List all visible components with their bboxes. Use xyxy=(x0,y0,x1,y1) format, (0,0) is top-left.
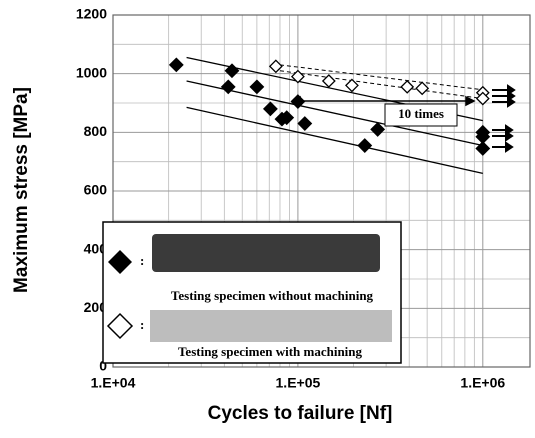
y-tick-label: 0 xyxy=(99,358,107,374)
fit-line xyxy=(186,80,483,147)
runout-arrows xyxy=(492,84,516,153)
data-point xyxy=(224,63,240,79)
annotation-box xyxy=(384,103,458,127)
data-point xyxy=(290,69,305,84)
legend-separator: : xyxy=(140,317,144,332)
y-tick-label: 800 xyxy=(84,123,108,139)
legend: : Testing specimen without machining : T… xyxy=(102,221,402,364)
fit-line xyxy=(279,64,483,91)
specimen-image xyxy=(152,234,380,272)
legend-separator: : xyxy=(140,253,144,268)
y-tick-label: 200 xyxy=(84,299,108,315)
legend-label: Testing specimen with machining xyxy=(178,344,363,359)
y-axis-title: Maximum stress [MPa] xyxy=(11,87,32,293)
data-point xyxy=(268,59,283,74)
data-point xyxy=(220,79,236,95)
specimen-image xyxy=(150,310,392,342)
data-point xyxy=(415,81,430,96)
fit-line xyxy=(279,70,483,100)
y-tick-label: 1200 xyxy=(76,6,107,22)
legend-marker xyxy=(106,312,134,340)
data-point xyxy=(475,141,491,156)
annotation-arrow xyxy=(291,95,476,107)
decorations: 10 times xyxy=(291,84,516,153)
x-tick-label: 1.E+05 xyxy=(276,375,321,391)
data-point xyxy=(297,116,313,131)
data-point xyxy=(262,101,278,117)
data-point xyxy=(345,78,359,93)
annotation: 10 times xyxy=(398,106,444,121)
data-point xyxy=(400,79,415,94)
x-tick-label: 1.E+04 xyxy=(91,375,136,391)
grid: 0 200 400 600 800 1000 1200 1.E+04 1.E+05 1.E+06 xyxy=(76,6,531,391)
y-tick-label: 1000 xyxy=(76,64,107,80)
legend-marker xyxy=(108,250,132,274)
fit-line xyxy=(186,106,483,175)
data-point xyxy=(475,91,490,106)
data-point xyxy=(370,121,386,137)
x-tick-label: 1.E+06 xyxy=(460,375,505,391)
y-tick-label: 600 xyxy=(84,182,108,198)
data-point xyxy=(357,138,373,153)
legend-label: Testing specimen without machining xyxy=(171,288,374,303)
y-tick-label: 400 xyxy=(84,240,108,256)
plot-frame xyxy=(112,14,531,368)
data-point xyxy=(279,110,295,126)
data-point xyxy=(321,74,336,88)
data-point xyxy=(249,79,265,95)
x-axis-title: Cycles to failure [Nf] xyxy=(208,403,393,424)
data-point xyxy=(168,57,184,73)
